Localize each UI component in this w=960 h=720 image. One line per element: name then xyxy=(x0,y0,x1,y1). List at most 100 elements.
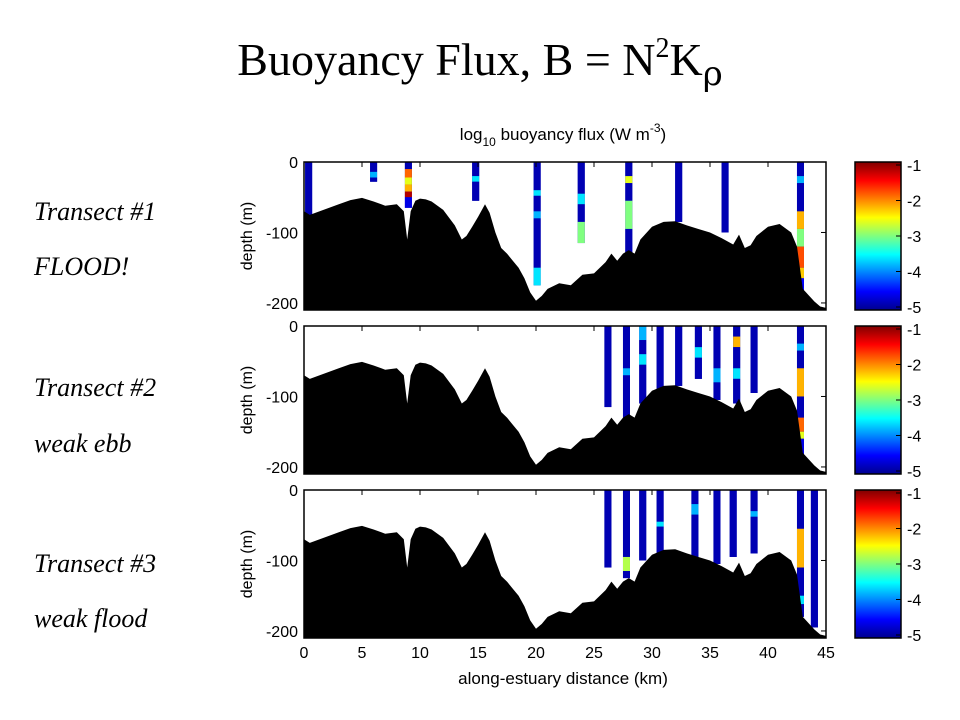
flux-cell xyxy=(796,343,804,351)
transect-3-tide: weak flood xyxy=(34,604,148,633)
flux-cell xyxy=(796,595,804,605)
flux-cell xyxy=(639,490,647,561)
flux-cell xyxy=(577,193,585,205)
flux-cell xyxy=(625,162,633,177)
colorbar-tick-label: -4 xyxy=(907,429,921,446)
flux-cell xyxy=(625,176,633,184)
flux-cell xyxy=(625,200,633,229)
flux-cell xyxy=(796,228,804,247)
panel-frame xyxy=(303,489,827,639)
flux-cell xyxy=(577,221,585,244)
flux-cell xyxy=(625,228,633,254)
flux-cell xyxy=(656,490,664,522)
flux-cell xyxy=(733,336,741,348)
flux-cell xyxy=(691,514,699,568)
panel-content xyxy=(304,490,826,638)
y-tick-label: -100 xyxy=(266,225,298,242)
colorbar xyxy=(854,489,902,639)
flux-cell xyxy=(622,326,630,369)
y-axis-label: depth (m) xyxy=(239,202,256,270)
flux-cell xyxy=(750,511,758,517)
x-tick-label: 20 xyxy=(527,645,545,662)
flux-cell xyxy=(622,375,630,418)
flux-cell xyxy=(656,326,664,397)
slide-title-superscript: 2 xyxy=(655,33,670,64)
flux-cell xyxy=(656,521,664,527)
flux-cell xyxy=(404,184,412,192)
x-tick-label: 5 xyxy=(358,645,367,662)
colorbar-tick-label: -1 xyxy=(907,486,921,503)
slide-title-subscript: ρ xyxy=(702,54,723,94)
flux-cell xyxy=(796,246,804,268)
flux-cell xyxy=(404,191,412,198)
flux-cell xyxy=(810,490,818,628)
flux-cell xyxy=(694,326,702,348)
colorbar-tick-label: -1 xyxy=(907,158,921,175)
flux-cell xyxy=(622,571,630,579)
y-tick-label: 0 xyxy=(289,319,298,336)
flux-cell xyxy=(622,368,630,376)
x-tick-label: 0 xyxy=(300,645,309,662)
flux-cell xyxy=(733,326,741,337)
flux-cell xyxy=(305,162,313,215)
colorbar-tick-label: -1 xyxy=(907,322,921,339)
colorbar-tick-label: -5 xyxy=(907,464,921,481)
colorbar-tick-label: -2 xyxy=(907,522,921,539)
flux-cell xyxy=(796,350,804,369)
y-axis-label: depth (m) xyxy=(239,366,256,434)
flux-cell xyxy=(533,190,541,196)
flux-cell xyxy=(533,267,541,286)
panel-content xyxy=(304,326,826,474)
flux-cell xyxy=(750,516,758,554)
flux-cell xyxy=(733,368,741,379)
x-tick-label: 10 xyxy=(411,645,429,662)
flux-cell xyxy=(796,368,804,397)
flux-cell xyxy=(533,211,541,219)
colorbar xyxy=(854,325,902,475)
flux-cell xyxy=(721,162,729,233)
slide-title: Buoyancy Flux, B = N2Kρ xyxy=(0,30,960,91)
colorbar-tick-label: -2 xyxy=(907,358,921,375)
flux-cell xyxy=(639,354,647,365)
flux-cell xyxy=(796,211,804,229)
y-tick-label: -200 xyxy=(266,296,298,313)
flux-cell xyxy=(796,528,804,568)
flux-cell xyxy=(404,197,412,208)
slide-title-main: Buoyancy Flux, B = N xyxy=(237,34,656,85)
flux-cell xyxy=(639,364,647,404)
y-tick-label: -200 xyxy=(266,624,298,641)
colorbar-tick-label: -3 xyxy=(907,557,921,574)
flux-cell xyxy=(404,177,412,185)
chart-title: log10 buoyancy flux (W m-3) xyxy=(460,121,666,149)
panel-content xyxy=(304,162,826,310)
colorbar xyxy=(854,161,902,311)
flux-cell xyxy=(733,378,741,404)
flux-cell xyxy=(796,162,804,177)
flux-cell xyxy=(796,183,804,212)
panel-frame xyxy=(303,325,827,475)
transect-1-name: Transect #1 xyxy=(34,197,157,226)
flux-cell xyxy=(694,357,702,379)
flux-cell xyxy=(796,431,804,439)
flux-cell xyxy=(625,183,633,201)
flux-cell xyxy=(675,162,683,222)
flux-cell xyxy=(622,556,630,572)
transect-1-tide: FLOOD! xyxy=(34,252,130,281)
flux-cell xyxy=(533,162,541,191)
flux-cell xyxy=(472,176,480,182)
transect-2-tide: weak ebb xyxy=(34,429,132,458)
y-tick-label: -200 xyxy=(266,460,298,477)
colorbar-tick-label: -5 xyxy=(907,300,921,317)
flux-cell xyxy=(639,326,647,341)
flux-cell xyxy=(370,177,378,182)
flux-cell xyxy=(796,176,804,184)
colorbar-tick-label: -2 xyxy=(907,194,921,211)
flux-cell xyxy=(691,504,699,515)
colorbar-tick-label: -3 xyxy=(907,393,921,410)
flux-cell xyxy=(713,382,721,400)
flux-cell xyxy=(713,326,721,369)
flux-cell xyxy=(472,162,480,177)
flux-cell xyxy=(694,347,702,358)
flux-cell xyxy=(750,490,758,512)
x-tick-label: 30 xyxy=(643,645,661,662)
